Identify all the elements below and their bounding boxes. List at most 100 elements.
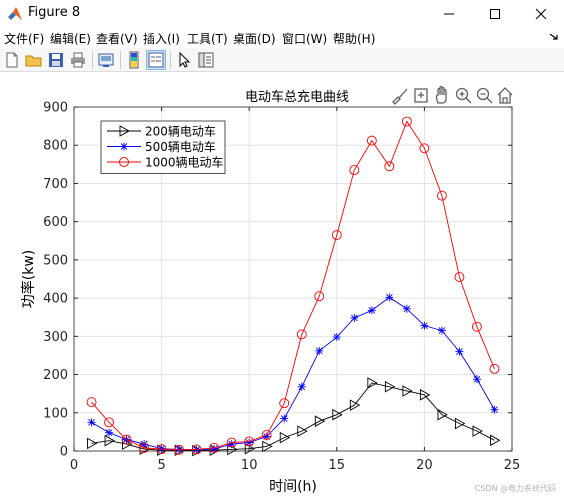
maximize-button[interactable]: [472, 0, 518, 28]
data-point[interactable]: [279, 431, 291, 444]
data-point[interactable]: [314, 291, 325, 302]
menu-desktop[interactable]: 桌面(D): [233, 32, 276, 46]
data-point[interactable]: [436, 190, 447, 201]
series-line-3[interactable]: [91, 120, 495, 451]
data-point[interactable]: [156, 444, 167, 455]
data-point[interactable]: [297, 382, 306, 391]
toolbar-separator: [120, 51, 121, 69]
menu-view[interactable]: 查看(V): [96, 32, 138, 46]
menu-tools[interactable]: 工具(T): [187, 32, 228, 46]
data-point[interactable]: [349, 165, 360, 176]
home-icon[interactable]: [497, 87, 513, 104]
data-point[interactable]: [315, 346, 324, 355]
pan-icon[interactable]: [435, 85, 447, 104]
new-figure-button[interactable]: [2, 50, 22, 70]
menu-insert[interactable]: 插入(I): [143, 32, 180, 46]
data-point[interactable]: [349, 399, 361, 411]
data-point[interactable]: [402, 304, 411, 313]
data-point[interactable]: [490, 434, 501, 447]
data-point[interactable]: [314, 415, 326, 427]
data-point[interactable]: [455, 347, 464, 356]
data-point[interactable]: [122, 438, 133, 450]
data-point[interactable]: [384, 161, 395, 172]
data-point[interactable]: [191, 444, 202, 455]
menu-help[interactable]: 帮助(H): [333, 32, 376, 46]
colorbar-button[interactable]: [124, 50, 144, 70]
data-point[interactable]: [472, 425, 483, 437]
data-point[interactable]: [262, 440, 273, 453]
legend-button[interactable]: [146, 50, 166, 70]
data-point[interactable]: [105, 428, 114, 437]
data-point[interactable]: [472, 321, 482, 332]
dock-arrow-icon[interactable]: [548, 31, 560, 43]
data-point[interactable]: [472, 375, 481, 384]
data-point[interactable]: [420, 321, 429, 330]
data-point[interactable]: [331, 230, 342, 240]
menu-edit[interactable]: 编辑(E): [50, 32, 91, 46]
data-point[interactable]: [121, 434, 132, 445]
data-point[interactable]: [367, 377, 378, 389]
data-point[interactable]: [437, 408, 448, 421]
data-point[interactable]: [402, 385, 413, 397]
legend-label: 500辆电动车: [145, 139, 216, 154]
y-tick-label: 800: [43, 139, 68, 154]
legend-marker[interactable]: [119, 157, 129, 167]
legend-marker[interactable]: [119, 125, 130, 137]
brush-icon[interactable]: [392, 88, 408, 105]
menu-file[interactable]: 文件(F): [4, 32, 45, 46]
close-button[interactable]: [518, 0, 564, 28]
print-button[interactable]: [68, 50, 88, 70]
data-point[interactable]: [87, 418, 96, 427]
pointer-button[interactable]: [174, 50, 194, 70]
menu-window[interactable]: 窗口(W): [282, 32, 328, 46]
data-point[interactable]: [244, 436, 255, 447]
data-point[interactable]: [401, 116, 412, 127]
data-point[interactable]: [454, 417, 466, 430]
data-point[interactable]: [489, 363, 500, 374]
series-line-2[interactable]: [91, 296, 495, 451]
marker-stroke: [333, 333, 341, 341]
data-point[interactable]: [261, 429, 272, 440]
x-tick-label: 15: [329, 458, 346, 473]
data-point[interactable]: [367, 306, 376, 315]
zoom-out-icon[interactable]: [476, 87, 493, 104]
data-point[interactable]: [384, 381, 396, 393]
data-point[interactable]: [332, 408, 343, 421]
data-point[interactable]: [280, 414, 289, 423]
data-point[interactable]: [332, 333, 341, 342]
save-button[interactable]: [46, 50, 66, 70]
zoom-in-icon[interactable]: [455, 87, 472, 104]
data-point[interactable]: [139, 442, 150, 453]
data-point[interactable]: [490, 405, 499, 414]
data-point[interactable]: [297, 425, 308, 437]
link-plot-button[interactable]: [96, 50, 116, 70]
data-point[interactable]: [209, 442, 220, 453]
data-point[interactable]: [279, 398, 290, 409]
data-point[interactable]: [366, 135, 377, 146]
data-point[interactable]: [454, 272, 465, 283]
data-point[interactable]: [104, 417, 114, 428]
data-point[interactable]: [87, 437, 98, 450]
data-tips-icon[interactable]: [414, 88, 428, 103]
minimize-button[interactable]: [426, 0, 472, 28]
data-point[interactable]: [350, 313, 359, 322]
data-point[interactable]: [385, 293, 394, 302]
data-point[interactable]: [226, 437, 237, 448]
open-file-button[interactable]: [24, 50, 44, 70]
legend-marker[interactable]: [120, 142, 128, 151]
data-point[interactable]: [419, 143, 430, 154]
data-point[interactable]: [174, 444, 186, 457]
data-point[interactable]: [174, 444, 185, 455]
data-point[interactable]: [86, 397, 97, 408]
data-point[interactable]: [104, 434, 115, 447]
legend-box[interactable]: [100, 120, 226, 174]
chart-plot[interactable]: 0 5 10 15 20 25 0 100 200 300 400 500 600 700 800 900 电动…: [0, 72, 564, 500]
legend-label: 1000辆电动车: [145, 155, 224, 170]
data-point[interactable]: [296, 329, 307, 340]
data-point[interactable]: [419, 389, 431, 401]
data-point[interactable]: [262, 432, 271, 441]
y-tick-label: 600: [43, 215, 68, 230]
data-point[interactable]: [437, 326, 446, 335]
series-line-1[interactable]: [91, 382, 495, 452]
property-inspector-button[interactable]: [196, 50, 216, 70]
